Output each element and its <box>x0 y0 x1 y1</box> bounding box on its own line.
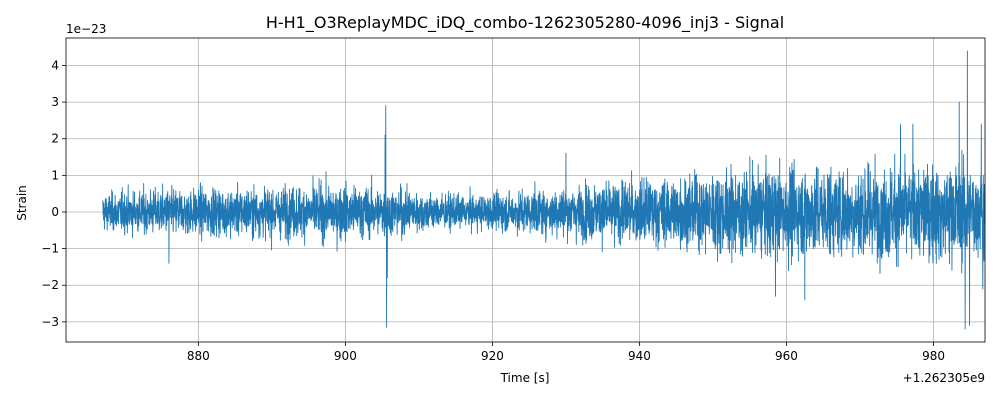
chart-title: H-H1_O3ReplayMDC_iDQ_combo-1262305280-40… <box>266 13 784 33</box>
y-axis-ticks: −3 −2 −1 0 1 2 3 4 <box>41 58 66 329</box>
y-axis-label: Strain <box>15 185 29 221</box>
plot-area <box>102 50 986 330</box>
x-tick-label: 960 <box>775 349 798 363</box>
x-tick-label: 980 <box>922 349 945 363</box>
y-tick-label: 2 <box>51 132 59 146</box>
signal-series-line <box>102 50 986 330</box>
x-tick-label: 900 <box>334 349 357 363</box>
x-axis-ticks: 880 900 920 940 960 980 <box>187 342 945 363</box>
y-tick-label: 0 <box>51 205 59 219</box>
y-tick-label: 1 <box>51 168 59 182</box>
y-tick-label: 3 <box>51 95 59 109</box>
x-tick-label: 880 <box>187 349 210 363</box>
x-tick-label: 940 <box>628 349 651 363</box>
axes-frame <box>65 37 986 343</box>
y-tick-label: −3 <box>41 315 59 329</box>
x-axis-label: Time [s] <box>500 371 550 385</box>
y-tick-label: −2 <box>41 278 59 292</box>
y-scale-label: 1e−23 <box>66 22 106 36</box>
y-tick-label: 4 <box>51 58 59 72</box>
x-tick-label: 920 <box>481 349 504 363</box>
x-offset-label: +1.262305e9 <box>903 371 985 385</box>
y-tick-label: −1 <box>41 242 59 256</box>
